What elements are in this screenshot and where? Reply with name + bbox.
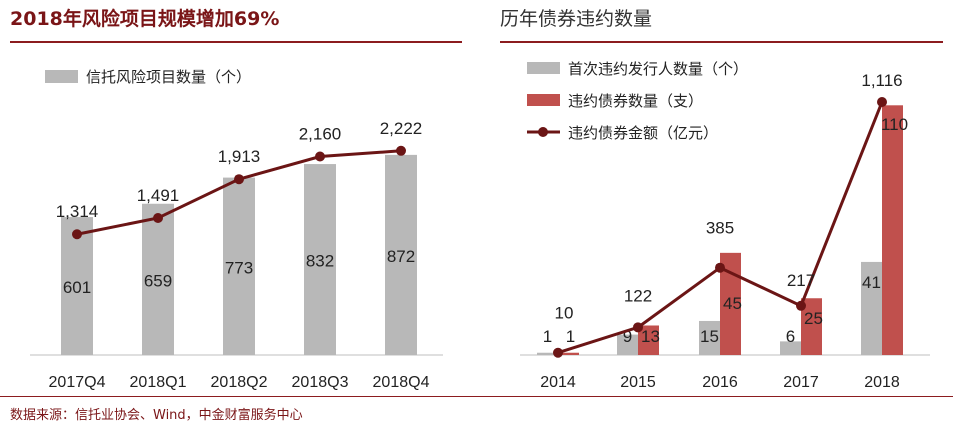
bar-red-label: 25	[804, 309, 823, 328]
legend-swatch-red	[527, 94, 560, 106]
bar-gray-label: 6	[786, 327, 795, 346]
bar-red-label: 110	[881, 115, 908, 134]
line-point	[396, 145, 406, 156]
legend-swatch-marker	[538, 127, 548, 137]
legend-label: 违约债券金额（亿元）	[568, 125, 718, 142]
line-label: 10	[555, 304, 574, 323]
bar-red-label: 1	[566, 327, 575, 346]
x-tick-label: 2018Q2	[211, 374, 268, 391]
legend-swatch-gray	[45, 70, 78, 83]
line-point	[877, 97, 887, 108]
line-point	[234, 174, 244, 185]
x-tick-label: 2017	[783, 374, 819, 391]
bar-gray-label: 41	[862, 273, 881, 292]
bar	[304, 164, 336, 355]
line-label: 1,913	[218, 147, 261, 166]
bar-gray-label: 9	[623, 327, 632, 346]
bar	[223, 177, 255, 355]
line-point	[715, 262, 725, 273]
bar-label: 773	[225, 258, 253, 277]
line-point	[153, 212, 163, 223]
legend-label: 违约债券数量（支）	[568, 93, 703, 110]
left-chart-title: 2018年风险项目规模增加69%	[10, 8, 280, 30]
line-point	[315, 151, 325, 162]
x-tick-label: 2016	[702, 374, 738, 391]
bar-red-label: 13	[641, 327, 660, 346]
bar-red	[801, 298, 822, 355]
line-label: 1,314	[56, 202, 99, 221]
right-chart-title: 历年债券违约数量	[500, 8, 653, 30]
bar-red	[638, 325, 659, 355]
bar-gray	[780, 341, 801, 355]
legend-label: 信托风险项目数量（个）	[86, 69, 251, 86]
line-label: 1,116	[861, 71, 902, 90]
bar-label: 659	[144, 271, 172, 290]
bar-red	[720, 252, 741, 355]
bar-gray-label: 15	[700, 327, 719, 346]
bar	[142, 203, 174, 355]
bar-red-label: 45	[723, 294, 742, 313]
bar-label: 832	[306, 252, 334, 271]
x-tick-label: 2018Q1	[130, 374, 187, 391]
bar-gray	[537, 352, 558, 355]
line-point	[72, 229, 82, 240]
legend-label: 首次违约发行人数量（个）	[568, 61, 748, 78]
line-label: 1,491	[137, 186, 180, 205]
bar-label: 601	[63, 278, 91, 297]
bar-gray	[861, 261, 882, 355]
bar-gray	[699, 320, 720, 355]
footer-rule	[0, 396, 953, 397]
bar-label: 872	[387, 247, 415, 266]
line-label: 2,160	[299, 124, 342, 143]
line-label: 2,222	[380, 119, 423, 138]
legend-swatch-gray	[527, 62, 560, 74]
right-title-rule	[500, 41, 943, 43]
line-point	[796, 300, 806, 311]
x-tick-label: 2017Q4	[49, 374, 106, 391]
line-point	[633, 322, 643, 333]
line-label: 217	[787, 271, 815, 290]
bar-red	[882, 105, 903, 355]
bar-gray	[617, 334, 638, 355]
line-label: 122	[624, 286, 652, 305]
left-title-rule	[10, 41, 462, 43]
bar	[385, 154, 417, 355]
x-tick-label: 2018	[864, 374, 900, 391]
bar-red	[558, 352, 579, 355]
x-tick-label: 2015	[620, 374, 656, 391]
x-tick-label: 2018Q3	[292, 374, 349, 391]
line-point	[553, 347, 563, 358]
bar-gray-label: 1	[543, 327, 552, 346]
x-tick-label: 2018Q4	[373, 374, 430, 391]
source-note: 数据来源：信托业协会、Wind，中金财富服务中心	[10, 408, 303, 423]
line-label: 385	[706, 219, 734, 238]
bar	[61, 217, 93, 355]
x-tick-label: 2014	[540, 374, 576, 391]
